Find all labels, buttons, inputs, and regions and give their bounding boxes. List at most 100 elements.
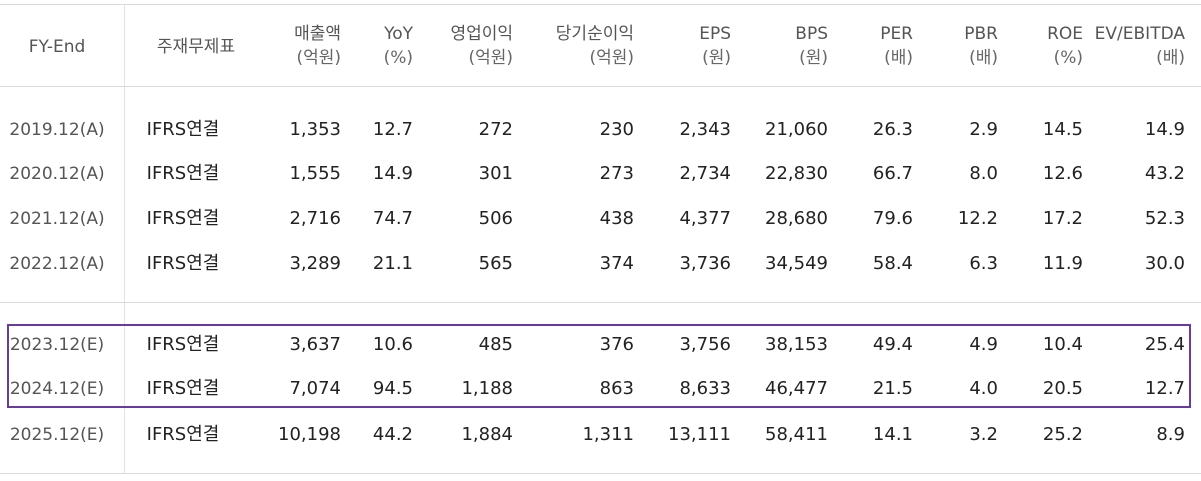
header-label: 매출액	[294, 24, 341, 44]
cell-fy-end: 2019.12(A)	[9, 120, 105, 140]
cell-operating-profit: 485	[478, 334, 513, 355]
cell-operating-profit: 1,884	[461, 424, 513, 445]
cell-bps: 22,830	[765, 163, 828, 184]
header-bottom-border	[0, 86, 1201, 87]
estimate-column-divider	[124, 303, 125, 473]
header-unit: (배)	[1156, 48, 1185, 68]
cell-roe: 20.5	[1042, 378, 1083, 399]
header-unit: (억원)	[589, 48, 634, 68]
cell-operating-profit: 565	[478, 253, 513, 274]
cell-statement: IFRS연결	[146, 334, 220, 355]
cell-per: 49.4	[872, 334, 913, 355]
cell-roe: 10.4	[1042, 334, 1083, 355]
cell-eps: 2,343	[679, 119, 731, 140]
cell-bps: 34,549	[765, 253, 828, 274]
cell-bps: 21,060	[765, 119, 828, 140]
header-label: PER	[880, 24, 913, 44]
cell-statement: IFRS연결	[146, 208, 220, 229]
header-label: PBR	[964, 24, 998, 44]
cell-net-income: 374	[599, 253, 634, 274]
cell-net-income: 273	[599, 163, 634, 184]
cell-per: 21.5	[872, 378, 913, 399]
header-yoy: YoY (%)	[253, 22, 413, 72]
cell-statement: IFRS연결	[146, 424, 220, 445]
cell-fy-end: 2025.12(E)	[9, 425, 105, 445]
cell-eps: 8,633	[679, 378, 731, 399]
header-label: BPS	[795, 24, 828, 44]
cell-statement: IFRS연결	[146, 253, 220, 274]
header-label: EPS	[699, 24, 731, 44]
header-eps: EPS (원)	[571, 22, 731, 72]
cell-per: 14.1	[872, 424, 913, 445]
cell-net-income: 376	[599, 334, 634, 355]
cell-pbr: 6.3	[969, 253, 998, 274]
cell-statement: IFRS연결	[146, 378, 220, 399]
cell-yoy: 12.7	[372, 119, 413, 140]
cell-operating-profit: 506	[478, 208, 513, 229]
header-unit: (억원)	[468, 48, 513, 68]
cell-per: 66.7	[872, 163, 913, 184]
cell-net-income: 1,311	[582, 424, 634, 445]
cell-per: 58.4	[872, 253, 913, 274]
cell-eps: 13,111	[668, 424, 731, 445]
header-unit: (원)	[799, 48, 828, 68]
cell-eps: 4,377	[679, 208, 731, 229]
cell-roe: 17.2	[1042, 208, 1083, 229]
cell-bps: 28,680	[765, 208, 828, 229]
cell-eps: 3,756	[679, 334, 731, 355]
header-pbr: PBR (배)	[838, 22, 998, 72]
header-label: YoY	[384, 24, 413, 44]
cell-revenue: 3,289	[289, 253, 341, 274]
cell-pbr: 3.2	[969, 424, 998, 445]
header-unit: (%)	[1053, 48, 1083, 68]
cell-pbr: 12.2	[957, 208, 998, 229]
header-roe: ROE (%)	[923, 22, 1083, 72]
cell-operating-profit: 272	[478, 119, 513, 140]
cell-yoy: 14.9	[372, 163, 413, 184]
header-unit: (%)	[383, 48, 413, 68]
cell-revenue: 1,555	[289, 163, 341, 184]
cell-fy-end: 2020.12(A)	[9, 164, 105, 184]
cell-yoy: 21.1	[372, 253, 413, 274]
header-unit: (억원)	[296, 48, 341, 68]
cell-per: 79.6	[872, 208, 913, 229]
cell-ev-ebitda: 52.3	[1144, 208, 1185, 229]
estimate-highlight-box	[7, 324, 1191, 408]
cell-roe: 25.2	[1042, 424, 1083, 445]
cell-yoy: 10.6	[372, 334, 413, 355]
cell-revenue: 3,637	[289, 334, 341, 355]
cell-fy-end: 2022.12(A)	[9, 254, 105, 274]
cell-revenue: 2,716	[289, 208, 341, 229]
header-revenue: 매출액 (억원)	[181, 22, 341, 72]
header-fy-end: FY-End	[0, 35, 157, 59]
cell-ev-ebitda: 25.4	[1144, 334, 1185, 355]
header-label: 주재무제표	[156, 37, 236, 57]
cell-ev-ebitda: 30.0	[1144, 253, 1185, 274]
cell-net-income: 863	[599, 378, 634, 399]
cell-eps: 3,736	[679, 253, 731, 274]
cell-revenue: 1,353	[289, 119, 341, 140]
cell-pbr: 8.0	[969, 163, 998, 184]
cell-roe: 14.5	[1042, 119, 1083, 140]
section-divider	[0, 302, 1201, 303]
header-label: 영업이익	[450, 24, 513, 44]
cell-bps: 46,477	[765, 378, 828, 399]
header-per: PER (배)	[753, 22, 913, 72]
cell-bps: 38,153	[765, 334, 828, 355]
header-label: FY-End	[28, 37, 86, 57]
header-unit: (배)	[969, 48, 998, 68]
cell-yoy: 74.7	[372, 208, 413, 229]
cell-ev-ebitda: 43.2	[1144, 163, 1185, 184]
cell-fy-end: 2021.12(A)	[9, 209, 105, 229]
cell-fy-end: 2023.12(E)	[9, 335, 105, 355]
cell-net-income: 230	[599, 119, 634, 140]
actual-column-divider	[124, 87, 125, 302]
table-top-border	[0, 4, 1201, 5]
header-bps: BPS (원)	[668, 22, 828, 72]
cell-fy-end: 2024.12(E)	[9, 379, 105, 399]
cell-operating-profit: 301	[478, 163, 513, 184]
header-net-income: 당기순이익 (억원)	[474, 22, 634, 72]
cell-revenue: 7,074	[289, 378, 341, 399]
header-unit: (배)	[884, 48, 913, 68]
cell-yoy: 94.5	[372, 378, 413, 399]
